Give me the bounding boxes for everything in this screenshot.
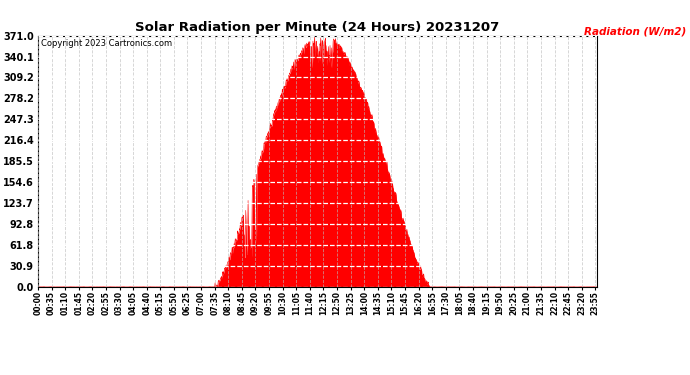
Text: Copyright 2023 Cartronics.com: Copyright 2023 Cartronics.com bbox=[41, 39, 172, 48]
Text: Radiation (W/m2): Radiation (W/m2) bbox=[584, 26, 687, 36]
Title: Solar Radiation per Minute (24 Hours) 20231207: Solar Radiation per Minute (24 Hours) 20… bbox=[135, 21, 500, 34]
